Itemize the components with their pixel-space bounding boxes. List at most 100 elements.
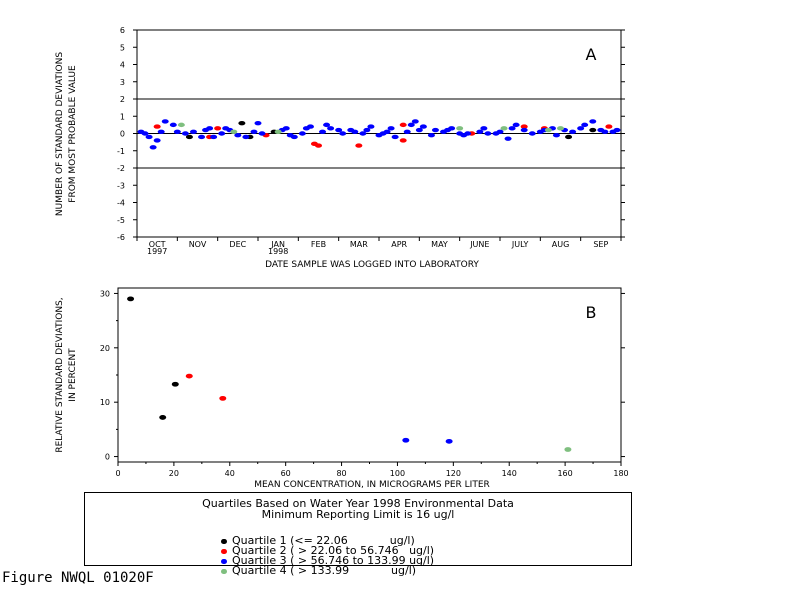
panel-a-point-quartile-2 <box>214 126 222 131</box>
panel-a-point-quartile-2 <box>605 124 613 129</box>
panel-a-point-quartile-3 <box>419 124 427 129</box>
panel-a-point-quartile-3 <box>198 134 206 140</box>
panel-a-point-quartile-3 <box>169 122 177 128</box>
panel-a-point-quartile-3 <box>210 134 218 140</box>
panel-a-point-quartile-3 <box>351 129 359 134</box>
panel-a-point-quartile-3 <box>508 126 516 131</box>
panel-a-point-quartile-4 <box>274 129 282 134</box>
panel-a-data-points <box>137 119 621 150</box>
panel-a-y-tick-label: -4 <box>117 199 125 208</box>
panel-a-point-quartile-3 <box>173 129 181 134</box>
panel-a-point-quartile-3 <box>189 129 197 134</box>
legend-entry-quartile-1: Quartile 1 (<= 22.06 ug/l) <box>207 524 415 557</box>
panel-a-point-quartile-3 <box>496 129 504 134</box>
panel-a-point-quartile-3 <box>367 124 375 129</box>
panel-a-year-label: 1998 <box>268 247 288 256</box>
panel-a-point-quartile-3 <box>254 120 262 126</box>
panel-a-point-quartile-3 <box>431 127 439 133</box>
legend-entry-quartile-3: Quartile 3 ( > 56.746 to 133.99 ug/l) <box>207 544 434 577</box>
panel-a-y-tick-label: 2 <box>120 95 125 104</box>
panel-a-point-quartile-3 <box>520 127 528 133</box>
panel-a-month-label: JUNE <box>469 240 489 249</box>
panel-a-point-quartile-3 <box>411 119 419 124</box>
panel-a-point-quartile-3 <box>181 131 189 136</box>
panel-b-point-quartile-3 <box>402 437 410 443</box>
panel-a-point-quartile-3 <box>298 131 306 136</box>
panel-a-x-axis-title: DATE SAMPLE WAS LOGGED INTO LABORATORY <box>265 260 479 270</box>
panel-b-y-tick-label: 20 <box>100 344 110 353</box>
panel-b-x-axis-title: MEAN CONCENTRATION, IN MICROGRAMS PER LI… <box>254 480 490 490</box>
panel-a-point-quartile-3 <box>306 124 314 129</box>
panel-b-x-tick-label: 60 <box>281 469 291 478</box>
panel-a-point-quartile-4 <box>544 127 552 133</box>
panel-a-point-quartile-3 <box>613 127 621 133</box>
panel-a-point-quartile-3 <box>589 119 597 124</box>
panel-a-y-tick-label: -3 <box>117 181 125 190</box>
panel-a-point-quartile-2 <box>315 143 322 148</box>
legend-entry-quartile-4: Quartile 4 ( > 133.99 ug/l) <box>207 554 416 587</box>
panel-a-point-quartile-3 <box>234 133 242 138</box>
panel-b-x-tick-label: 180 <box>613 469 628 478</box>
panel-a-point-quartile-3 <box>363 127 371 133</box>
panel-b-point-quartile-2 <box>185 373 193 379</box>
panel-a-point-quartile-3 <box>403 129 411 134</box>
panel-a-month-label: OCT <box>149 240 166 249</box>
panel-b-x-tick-label: 20 <box>169 469 179 478</box>
panel-a-point-quartile-1 <box>589 127 597 133</box>
panel-b-y-tick-label: 30 <box>100 289 110 298</box>
legend-entry-quartile-2: Quartile 2 ( > 22.06 to 56.746 ug/l) <box>207 534 434 567</box>
panel-b-x-tick-label: 40 <box>225 469 235 478</box>
panel-a-point-quartile-3 <box>250 129 258 134</box>
panel-a-point-quartile-4 <box>456 126 464 131</box>
panel-a-y-tick-label: 4 <box>120 61 125 70</box>
panel-a-y-tick-label: 5 <box>120 43 125 52</box>
panel-a-point-quartile-3 <box>339 131 347 136</box>
panel-a-point-quartile-3 <box>601 129 609 134</box>
panel-a-point-quartile-3 <box>218 131 226 136</box>
panel-a-y-tick-label: -1 <box>117 147 125 156</box>
panel-a-point-quartile-2 <box>153 124 161 129</box>
legend-label-quartile-3: Quartile 3 ( > 56.746 to 133.99 ug/l) <box>232 554 435 567</box>
panel-a-month-label: APR <box>391 240 407 249</box>
panel-a-month-label: AUG <box>552 240 570 249</box>
panel-a-point-quartile-3 <box>476 129 484 134</box>
panel-a-point-quartile-2 <box>399 122 407 128</box>
panel-b-y-tick-label: 0 <box>105 453 110 462</box>
panel-a-point-quartile-3 <box>581 122 589 128</box>
panel-b-point-quartile-1 <box>171 381 179 387</box>
legend-title-line2: Minimum Reporting Limit is 16 ug/l <box>261 508 455 521</box>
panel-b-y-tick-label: 10 <box>100 398 110 407</box>
panel-b-point-quartile-1 <box>159 415 167 420</box>
panel-b-letter: B <box>586 303 597 322</box>
legend-marker-quartile-1 <box>221 538 227 544</box>
panel-a-point-quartile-4 <box>177 122 185 128</box>
panel-b-x-tick-label: 120 <box>446 469 461 478</box>
panel-a-point-quartile-3 <box>464 131 472 136</box>
panel-a-point-quartile-3 <box>157 129 165 134</box>
panel-b-x-tick-label: 140 <box>502 469 517 478</box>
panel-b-axis: 0 20 40 60 80 100 120 140 160 180 0 10 20 30 <box>100 289 629 478</box>
panel-a-y-tick-label: 6 <box>120 26 125 35</box>
panel-a-point-quartile-3 <box>153 138 161 143</box>
panel-a-point-quartile-3 <box>141 131 149 136</box>
panel-a-month-label: SEP <box>593 240 608 249</box>
panel-a-point-quartile-3 <box>258 131 266 136</box>
panel-a-point-quartile-3 <box>383 129 391 134</box>
panel-a-point-quartile-4 <box>557 126 564 131</box>
panel-a-letter: A <box>586 45 597 64</box>
panel-a-point-quartile-3 <box>528 131 536 136</box>
panel-a-y-tick-label: 1 <box>120 112 125 121</box>
panel-a-point-quartile-3 <box>323 122 331 128</box>
panel-a-point-quartile-3 <box>415 127 423 133</box>
panel-a-point-quartile-3 <box>161 119 169 124</box>
panel-a-point-quartile-2 <box>399 138 407 143</box>
panel-b-x-tick-label: 100 <box>390 469 405 478</box>
panel-a-month-label: JULY <box>511 240 529 249</box>
panel-a-point-quartile-3 <box>206 126 214 131</box>
panel-a-point-quartile-2 <box>520 124 528 129</box>
panel-a-point-quartile-3 <box>319 129 327 134</box>
panel-a-point-quartile-3 <box>512 122 520 128</box>
panel-a-y-tick-label: -5 <box>117 216 125 225</box>
